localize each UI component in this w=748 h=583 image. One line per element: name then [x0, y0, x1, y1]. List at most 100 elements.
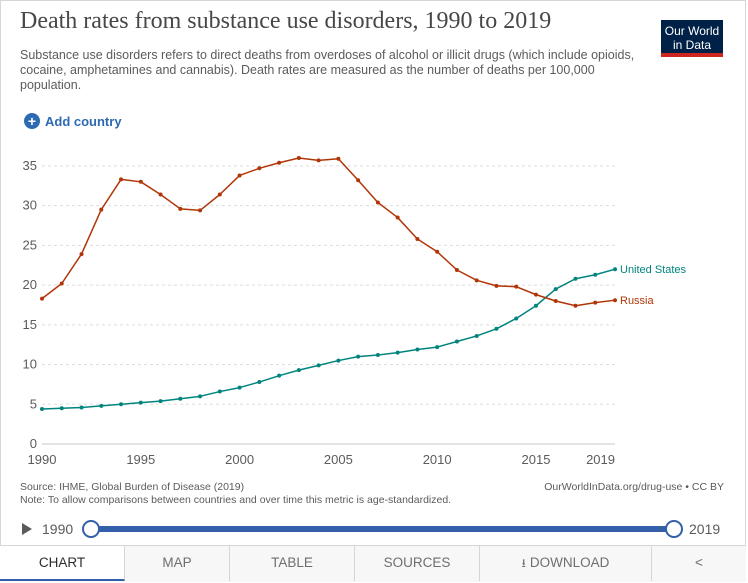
data-point: [375, 353, 380, 358]
source-text: Source: IHME, Global Burden of Disease (…: [20, 481, 245, 493]
data-point: [474, 333, 479, 338]
data-point: [613, 298, 617, 303]
data-point: [474, 278, 479, 283]
data-point: [138, 179, 143, 184]
data-point: [119, 177, 124, 182]
note-text: Note: To allow comparisons between count…: [20, 494, 452, 506]
download-icon: ⭳: [521, 556, 526, 570]
data-point: [59, 281, 64, 286]
tab-download[interactable]: ⭳ DOWNLOAD: [480, 546, 652, 581]
data-point: [573, 303, 578, 308]
data-point: [593, 300, 598, 305]
x-tick-label: 2005: [324, 452, 353, 467]
x-tick-label: 2019: [586, 452, 615, 467]
tab-sources[interactable]: SOURCES: [355, 546, 480, 581]
chart-title: Death rates from substance use disorders…: [20, 8, 552, 34]
tab-map[interactable]: MAP: [125, 546, 230, 581]
data-point: [217, 192, 222, 197]
data-point: [514, 284, 519, 289]
data-point: [257, 166, 262, 171]
data-point: [237, 385, 242, 390]
data-point: [573, 276, 578, 281]
y-tick-label: 0: [30, 436, 37, 451]
data-point: [336, 358, 341, 363]
data-point: [277, 160, 282, 165]
data-point: [553, 287, 558, 292]
add-country-button[interactable]: + Add country: [24, 113, 122, 129]
source-block: Source: IHME, Global Burden of Disease (…: [20, 481, 451, 507]
x-tick-label: 1990: [28, 452, 57, 467]
credit-link[interactable]: OurWorldInData.org/drug-use • CC BY: [544, 481, 724, 493]
share-button[interactable]: <: [652, 546, 746, 581]
series-label: United States: [620, 264, 687, 276]
data-point: [415, 237, 420, 242]
x-tick-label: 1995: [126, 452, 155, 467]
data-point: [336, 156, 341, 161]
data-point: [613, 267, 617, 272]
data-point: [533, 292, 538, 297]
data-point: [217, 389, 222, 394]
share-icon: <: [695, 555, 703, 570]
tab-bar: CHART MAP TABLE SOURCES ⭳ DOWNLOAD <: [0, 545, 746, 582]
data-point: [435, 249, 440, 254]
data-point: [237, 173, 242, 178]
data-point: [296, 368, 301, 373]
data-point: [553, 298, 558, 303]
owid-logo[interactable]: Our World in Data: [661, 20, 723, 57]
x-tick-label: 2015: [522, 452, 551, 467]
tab-download-label: DOWNLOAD: [529, 555, 610, 570]
chart-subtitle: Substance use disorders refers to direct…: [20, 48, 635, 92]
y-tick-label: 20: [23, 277, 37, 292]
add-country-label: Add country: [45, 113, 122, 129]
logo-accent-bar: [661, 53, 723, 57]
data-point: [178, 396, 183, 401]
series-line: [41, 268, 616, 410]
timeline-end-handle[interactable]: [665, 520, 683, 538]
data-point: [277, 373, 282, 378]
timeline-track[interactable]: [90, 526, 674, 532]
data-point: [158, 399, 163, 404]
logo-line-1: Our World: [664, 24, 720, 38]
data-point: [316, 158, 321, 163]
data-point: [40, 407, 44, 412]
timeline-start-year: 1990: [42, 521, 74, 537]
series-line: [41, 157, 616, 307]
series-label: Russia: [620, 295, 655, 307]
data-point: [198, 208, 203, 213]
y-tick-label: 10: [23, 357, 37, 372]
data-point: [395, 215, 400, 220]
data-point: [316, 363, 321, 368]
data-point: [356, 354, 361, 359]
tab-chart[interactable]: CHART: [0, 546, 125, 581]
y-tick-label: 35: [23, 158, 37, 173]
play-icon[interactable]: [22, 523, 32, 535]
plus-icon: +: [24, 113, 40, 129]
data-point: [59, 406, 64, 411]
y-tick-label: 15: [23, 317, 37, 332]
timeline-end-year: 2019: [689, 521, 721, 537]
data-point: [435, 345, 440, 350]
data-point: [494, 283, 499, 288]
data-point: [533, 303, 538, 308]
data-point: [99, 207, 104, 212]
x-tick-label: 2000: [225, 452, 254, 467]
data-point: [257, 380, 262, 385]
data-point: [494, 326, 499, 331]
data-point: [415, 347, 420, 352]
data-point: [138, 400, 143, 405]
timeline-start-handle[interactable]: [82, 520, 100, 538]
data-point: [79, 252, 84, 257]
data-point: [79, 405, 84, 410]
data-point: [375, 200, 380, 205]
data-point: [158, 192, 163, 197]
tab-table[interactable]: TABLE: [230, 546, 355, 581]
timeline: 1990 2019: [0, 515, 746, 543]
y-tick-label: 30: [23, 198, 37, 213]
data-point: [514, 316, 519, 321]
data-point: [198, 394, 203, 399]
x-tick-label: 2010: [423, 452, 452, 467]
data-point: [178, 206, 183, 211]
data-point: [356, 178, 361, 183]
data-point: [296, 155, 301, 160]
